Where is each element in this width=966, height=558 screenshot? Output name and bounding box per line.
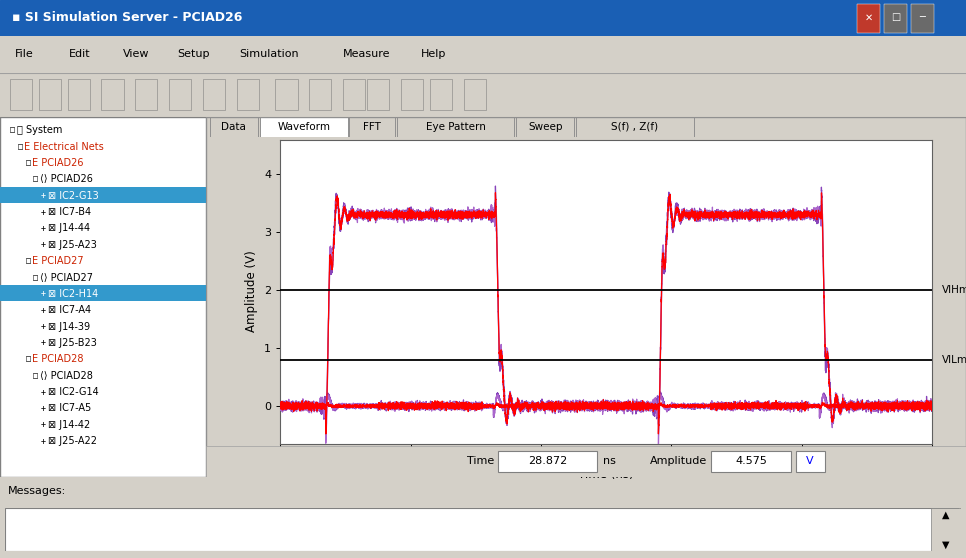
Text: Eye Pattern: Eye Pattern — [426, 122, 486, 132]
Bar — [498, 451, 597, 473]
Bar — [796, 451, 825, 473]
Bar — [711, 451, 791, 473]
Text: Simulation: Simulation — [240, 49, 298, 59]
Text: 28.872: 28.872 — [528, 456, 567, 466]
Text: □: □ — [17, 142, 22, 151]
Text: 4.575: 4.575 — [736, 456, 768, 466]
Bar — [10, 79, 32, 110]
Text: Setup: Setup — [177, 49, 210, 59]
Bar — [343, 79, 365, 110]
Text: VILmax: VILmax — [942, 355, 966, 364]
Text: □: □ — [33, 273, 39, 282]
Text: □: □ — [33, 175, 39, 184]
Text: Measure: Measure — [343, 49, 390, 59]
Bar — [237, 79, 259, 110]
Bar — [884, 4, 907, 33]
Bar — [401, 79, 423, 110]
Text: ⟨⟩ PCIAD26: ⟨⟩ PCIAD26 — [41, 174, 93, 184]
Bar — [857, 4, 880, 33]
Text: S(f) , Z(f): S(f) , Z(f) — [611, 122, 659, 132]
Bar — [203, 79, 225, 110]
Text: □: □ — [25, 158, 31, 167]
Text: Waveform: Waveform — [277, 122, 330, 132]
Bar — [367, 79, 389, 110]
Bar — [275, 79, 298, 110]
Text: □: □ — [891, 12, 900, 22]
Text: 🗂 System: 🗂 System — [16, 125, 62, 135]
Text: +: + — [42, 290, 46, 299]
Bar — [210, 117, 258, 137]
Text: ⊠ J14-39: ⊠ J14-39 — [48, 321, 90, 331]
Bar — [39, 79, 61, 110]
Text: Amplitude: Amplitude — [650, 456, 707, 466]
Text: ▪ SI Simulation Server - PCIAD26: ▪ SI Simulation Server - PCIAD26 — [12, 11, 242, 24]
Text: ⊠ J25-B23: ⊠ J25-B23 — [48, 338, 97, 348]
Text: ─: ─ — [920, 12, 925, 22]
Text: ▲: ▲ — [943, 509, 950, 519]
Text: Help: Help — [421, 49, 446, 59]
Text: ⊠ J25-A23: ⊠ J25-A23 — [48, 240, 97, 250]
Text: File: File — [14, 49, 33, 59]
Text: □: □ — [33, 371, 39, 380]
Text: +: + — [42, 404, 46, 413]
Bar — [350, 117, 395, 137]
Text: ⊠ J25-A22: ⊠ J25-A22 — [48, 436, 97, 446]
Y-axis label: Amplitude (V): Amplitude (V) — [245, 251, 259, 333]
Text: ▼: ▼ — [943, 540, 950, 550]
Text: ⟨⟩ PCIAD27: ⟨⟩ PCIAD27 — [41, 272, 93, 282]
Text: E Electrical Nets: E Electrical Nets — [24, 142, 104, 152]
Bar — [101, 79, 124, 110]
Text: +: + — [42, 322, 46, 331]
Text: Time: Time — [468, 456, 495, 466]
Text: E PCIAD26: E PCIAD26 — [32, 158, 84, 168]
Text: Sweep: Sweep — [528, 122, 562, 132]
Text: Messages:: Messages: — [8, 486, 66, 496]
Text: +: + — [42, 208, 46, 217]
Text: V: V — [807, 456, 814, 466]
Bar — [464, 79, 486, 110]
Text: +: + — [42, 387, 46, 397]
Bar — [430, 79, 452, 110]
Text: +: + — [42, 420, 46, 429]
Text: ⊠ IC7-B4: ⊠ IC7-B4 — [48, 207, 91, 217]
Bar — [576, 117, 694, 137]
Text: +: + — [42, 306, 46, 315]
Text: ⟨⟩ PCIAD28: ⟨⟩ PCIAD28 — [41, 371, 93, 381]
Text: FFT: FFT — [363, 122, 382, 132]
Text: ⊠ J14-44: ⊠ J14-44 — [48, 223, 90, 233]
Text: ⊠ IC2-G13: ⊠ IC2-G13 — [48, 191, 99, 201]
Text: □: □ — [25, 355, 31, 364]
Bar — [0, 187, 206, 203]
Text: Edit: Edit — [69, 49, 90, 59]
Bar — [260, 117, 348, 137]
Text: □: □ — [25, 257, 31, 266]
Text: ⊠ J14-42: ⊠ J14-42 — [48, 420, 90, 430]
Text: +: + — [42, 436, 46, 446]
Text: □: □ — [10, 126, 14, 135]
Text: ⊠ IC7-A4: ⊠ IC7-A4 — [48, 305, 91, 315]
Bar — [169, 79, 191, 110]
Text: ⊠ IC2-H14: ⊠ IC2-H14 — [48, 289, 99, 299]
Text: +: + — [42, 339, 46, 348]
Bar — [0, 285, 206, 301]
Bar — [135, 79, 157, 110]
Text: +: + — [42, 224, 46, 233]
X-axis label: Time (ns): Time (ns) — [579, 468, 634, 481]
Text: Data: Data — [221, 122, 246, 132]
Text: E PCIAD28: E PCIAD28 — [32, 354, 84, 364]
Text: ns: ns — [604, 456, 616, 466]
Text: ⊠ IC2-G14: ⊠ IC2-G14 — [48, 387, 99, 397]
Text: ✕: ✕ — [865, 12, 872, 22]
Bar — [309, 79, 331, 110]
Text: View: View — [123, 49, 149, 59]
Bar — [911, 4, 934, 33]
Bar — [397, 117, 515, 137]
Text: E PCIAD27: E PCIAD27 — [32, 256, 84, 266]
Bar — [516, 117, 575, 137]
Text: +: + — [42, 191, 46, 200]
Text: ⊠ IC7-A5: ⊠ IC7-A5 — [48, 403, 91, 413]
Text: +: + — [42, 240, 46, 249]
Text: VIHmin: VIHmin — [942, 285, 966, 295]
Bar — [68, 79, 90, 110]
